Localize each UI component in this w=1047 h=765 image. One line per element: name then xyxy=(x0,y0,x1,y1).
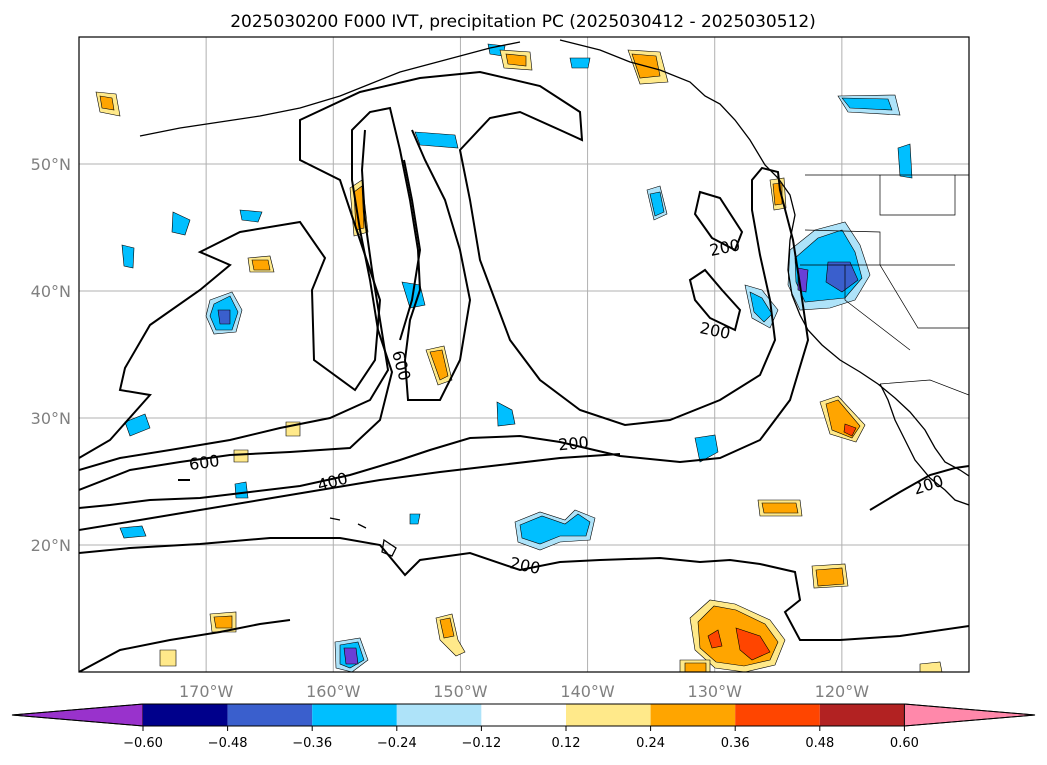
colorbar-tick-label: −0.12 xyxy=(461,736,501,751)
precip-patch xyxy=(234,481,249,499)
longitude-tick-label: 160°W xyxy=(306,682,361,701)
precip-patch xyxy=(409,513,421,525)
contour-label: 600 xyxy=(188,451,221,474)
colorbar-swatch xyxy=(819,704,905,726)
colorbar-tick-label: 0.60 xyxy=(890,736,919,751)
precip-patch xyxy=(519,513,591,545)
political-borders xyxy=(800,174,969,396)
colorbar-extend-min xyxy=(11,703,144,727)
precip-patch xyxy=(251,259,271,271)
precip-patch xyxy=(919,661,943,672)
ivt-contour-600 xyxy=(399,159,422,341)
longitude-tick-labels: 170°W 160°W 150°W 140°W 130°W 120°W xyxy=(179,682,869,701)
ivt-contour-200 xyxy=(79,70,810,509)
figure-title: 2025030200 F000 IVT, precipitation PC (2… xyxy=(230,12,816,32)
precip-patch xyxy=(239,209,263,223)
precip-patch xyxy=(343,647,359,665)
precip-patch xyxy=(233,449,249,463)
precip-patch xyxy=(825,261,859,293)
mexico-border xyxy=(879,379,969,396)
longitude-tick-label: 170°W xyxy=(179,682,234,701)
state-border xyxy=(879,175,956,216)
ivt-contour-200 xyxy=(693,190,744,252)
precip-patch xyxy=(569,57,591,69)
precip-patch xyxy=(694,434,719,463)
colorbar-swatch xyxy=(650,704,736,726)
ivt-contour-600 xyxy=(79,129,390,471)
state-border xyxy=(800,264,969,329)
precip-patch xyxy=(429,349,449,381)
colorbar-extend-max xyxy=(903,703,1036,727)
map-panel: 600 400 600 200 200 200 200 200 xyxy=(78,36,970,673)
precip-patch xyxy=(353,185,365,231)
ivt-contour-200 xyxy=(79,537,969,641)
ivt-contour-400 xyxy=(79,106,472,491)
ivt-contour-200 xyxy=(79,619,291,672)
colorbar-tick-label: 0.36 xyxy=(721,736,750,751)
colorbar-tick-label: −0.48 xyxy=(208,736,248,751)
colorbar-swatch xyxy=(735,704,820,726)
state-border xyxy=(844,265,911,351)
precip-patch xyxy=(843,423,857,437)
precip-patch xyxy=(749,291,773,323)
contour-label: 200 xyxy=(557,433,589,455)
precip-patch xyxy=(684,662,707,672)
precip-patch xyxy=(119,525,147,539)
colorbar-tick-label: −0.60 xyxy=(123,736,163,751)
precip-patch xyxy=(815,567,845,587)
colorbar-swatch xyxy=(312,704,397,726)
colorbar-tick-label: 0.12 xyxy=(552,736,581,751)
ivt-contours xyxy=(79,70,969,672)
longitude-tick-label: 140°W xyxy=(560,682,615,701)
colorbar-swatch xyxy=(227,704,313,726)
latitude-tick-label: 50°N xyxy=(31,155,71,174)
colorbar-swatch xyxy=(481,704,566,726)
colorbar-swatch xyxy=(143,704,228,726)
precipitation-anomaly-patches xyxy=(95,43,943,672)
colorbar-swatch xyxy=(396,704,482,726)
colorbar-tick-label: −0.36 xyxy=(292,736,332,751)
ivt-contour-200 xyxy=(688,268,742,332)
ivt-contour-labels: 600 400 600 200 200 200 200 200 xyxy=(188,235,946,578)
latitude-tick-label: 20°N xyxy=(31,536,71,555)
baja-coastline xyxy=(879,383,969,506)
precip-patch xyxy=(99,95,115,111)
precip-patch xyxy=(159,649,177,667)
precip-patch xyxy=(121,244,135,269)
precip-patch xyxy=(496,401,516,427)
precip-patch xyxy=(649,191,665,217)
latitude-tick-label: 30°N xyxy=(31,409,71,428)
precip-patch xyxy=(124,413,151,437)
longitude-tick-label: 120°W xyxy=(815,682,870,701)
map-frame xyxy=(78,36,970,673)
longitude-tick-label: 150°W xyxy=(433,682,488,701)
ivt-contour-400 xyxy=(79,453,621,531)
precip-patch xyxy=(841,97,893,111)
colorbar: −0.60 −0.48 −0.36 −0.24 −0.12 0.12 0.24 0.36 0.4… xyxy=(11,703,1036,751)
precip-patch xyxy=(414,131,459,149)
state-border xyxy=(804,229,955,266)
aleutian-coast xyxy=(139,41,521,137)
precip-patch xyxy=(217,309,231,325)
north-america-coastline xyxy=(559,39,969,477)
precip-patch xyxy=(439,617,455,639)
colorbar-tick-label: 0.24 xyxy=(636,736,665,751)
precip-patch xyxy=(897,143,913,179)
precip-patch xyxy=(171,211,191,236)
latitude-tick-label: 40°N xyxy=(31,282,71,301)
precip-patch xyxy=(505,53,527,67)
colorbar-tick-label: −0.24 xyxy=(377,736,417,751)
latitude-tick-labels: 20°N 30°N 40°N 50°N xyxy=(31,155,71,555)
colorbar-tick-label: 0.48 xyxy=(805,736,834,751)
precip-patch xyxy=(761,502,799,514)
longitude-tick-label: 130°W xyxy=(688,682,743,701)
precip-patch xyxy=(735,627,771,661)
precip-patch xyxy=(707,629,723,649)
ivt-contour-200 xyxy=(869,465,969,511)
colorbar-swatch xyxy=(566,704,651,726)
precip-patch xyxy=(213,615,233,629)
